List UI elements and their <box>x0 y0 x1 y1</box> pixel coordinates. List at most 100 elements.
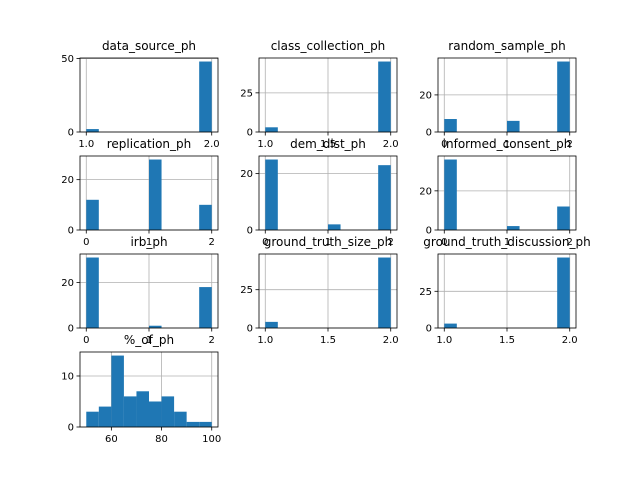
x-tick-label: 1.0 <box>78 139 94 150</box>
x-tick-label: 80 <box>155 434 168 445</box>
histogram-bar <box>123 396 137 427</box>
subplot-title: dem_dist_ph <box>290 137 366 151</box>
histogram-bar <box>265 127 278 132</box>
histogram-bar <box>378 257 391 328</box>
y-tick-label: 25 <box>240 88 253 99</box>
subplot-9: 1.0 1.5 2.0 0 25 ground_truth_discussion_ph <box>419 235 590 346</box>
histogram-bar <box>199 61 212 132</box>
histogram-bar <box>557 61 570 132</box>
x-tick-label: 1.0 <box>257 139 273 150</box>
histogram-bar <box>378 165 391 230</box>
y-tick-label: 25 <box>240 285 253 296</box>
subplot-title: %_of_ph <box>124 333 174 347</box>
x-tick-label: 2 <box>209 335 215 346</box>
y-tick-label: 0 <box>68 423 74 434</box>
x-tick-label: 0 <box>262 237 268 248</box>
histogram-bar <box>86 257 99 328</box>
subplot-1: 1.0 2.0 0 50 data_source_ph <box>61 39 219 150</box>
y-tick-label: 0 <box>426 128 432 139</box>
histogram-bar <box>557 206 570 230</box>
histogram-bar <box>507 120 520 132</box>
axes-frame <box>79 351 219 428</box>
subplot-title: informed_consent_ph <box>443 137 572 151</box>
y-tick-label: 0 <box>68 226 74 237</box>
x-tick-label: 1.5 <box>320 335 336 346</box>
x-tick-label: 1.5 <box>320 139 336 150</box>
x-tick-label: 0 <box>441 139 447 150</box>
subplot-8: 1.0 1.5 2.0 0 25 ground_truth_size_ph <box>240 235 398 346</box>
x-tick-label: 1 <box>146 335 152 346</box>
y-tick-label: 0 <box>426 226 432 237</box>
y-tick-label: 20 <box>240 169 253 180</box>
x-tick-label: 100 <box>202 434 221 445</box>
y-tick-label: 50 <box>61 54 74 65</box>
y-tick-label: 20 <box>419 90 432 101</box>
subplot-title: irb_ph <box>130 235 167 249</box>
histogram-bar <box>186 421 200 427</box>
x-tick-label: 1.0 <box>257 335 273 346</box>
histogram-bar <box>328 224 341 230</box>
histogram-bar <box>199 421 212 427</box>
histogram-bar <box>149 159 162 230</box>
x-tick-label: 2 <box>209 237 215 248</box>
histogram-bar <box>265 159 278 230</box>
histogram-bar <box>149 325 162 328</box>
y-tick-label: 20 <box>61 175 74 186</box>
x-tick-label: 2 <box>388 237 394 248</box>
histogram-bar <box>265 321 278 328</box>
x-tick-label: 2.0 <box>383 139 399 150</box>
histogram-bar <box>86 199 99 230</box>
x-tick-label: 1 <box>504 237 510 248</box>
x-tick-label: 2 <box>567 139 573 150</box>
x-tick-label: 1.0 <box>436 335 452 346</box>
y-tick-label: 10 <box>61 371 74 382</box>
x-tick-label: 1 <box>504 139 510 150</box>
y-tick-label: 20 <box>61 278 74 289</box>
x-tick-label: 2.0 <box>562 335 578 346</box>
histogram-bar <box>149 401 162 427</box>
y-tick-label: 0 <box>68 324 74 335</box>
x-tick-label: 60 <box>105 434 118 445</box>
y-tick-label: 0 <box>247 128 253 139</box>
x-tick-label: 1.5 <box>499 335 515 346</box>
histogram-bar <box>444 159 457 230</box>
subplot-title: replication_ph <box>107 137 192 151</box>
x-tick-label: 0 <box>83 237 89 248</box>
y-tick-label: 0 <box>247 324 253 335</box>
histogram-bar <box>111 355 124 427</box>
histogram-bar <box>136 391 149 427</box>
histogram-bar <box>199 204 212 230</box>
histogram-bar <box>199 287 212 328</box>
histogram-bar <box>444 323 457 328</box>
y-tick-label: 0 <box>247 226 253 237</box>
histogram-bar <box>161 396 175 427</box>
y-tick-label: 0 <box>68 128 74 139</box>
subplot-title: random_sample_ph <box>448 39 565 53</box>
x-tick-label: 2.0 <box>204 139 220 150</box>
y-tick-label: 0 <box>426 324 432 335</box>
histogram-bar <box>507 226 520 230</box>
x-tick-label: 2 <box>567 237 573 248</box>
histogram-bar <box>174 411 187 427</box>
y-tick-label: 25 <box>419 287 432 298</box>
subplot-title: ground_truth_discussion_ph <box>423 235 590 249</box>
x-tick-label: 0 <box>83 335 89 346</box>
axes-frame <box>79 57 219 133</box>
histogram-bar <box>86 411 99 427</box>
subplot-title: class_collection_ph <box>271 39 386 53</box>
x-tick-label: 1 <box>325 237 331 248</box>
histogram-bar <box>98 406 112 427</box>
histogram-bar <box>378 61 391 132</box>
x-tick-label: 2.0 <box>383 335 399 346</box>
x-tick-label: 0 <box>441 237 447 248</box>
x-tick-label: 1 <box>146 237 152 248</box>
subplot-title: ground_truth_size_ph <box>264 235 393 249</box>
subplot-title: data_source_ph <box>102 39 196 53</box>
histogram-bar <box>557 257 570 328</box>
subplot-2: 1.0 1.5 2.0 0 25 class_collection_ph <box>240 39 398 150</box>
